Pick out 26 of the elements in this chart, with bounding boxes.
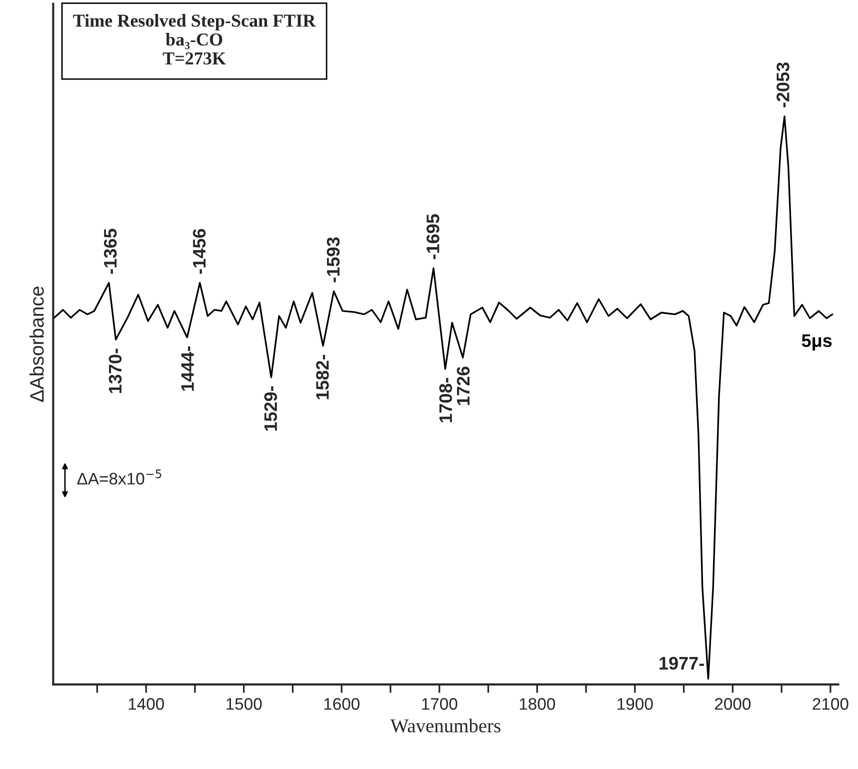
annotation: 1582-	[316, 354, 329, 400]
annotation: -2053	[776, 62, 790, 108]
annotation: -1456	[192, 228, 206, 274]
x-tick-label: 2100	[812, 698, 848, 710]
x-tick-label: 1400	[128, 698, 164, 710]
series-label: 5μs	[802, 334, 832, 351]
x-tick-label: 1900	[618, 698, 653, 710]
x-axis-title: Wavenumbers	[390, 718, 500, 732]
annotation: 1370-	[108, 348, 122, 393]
annotation: 1708-	[439, 378, 452, 422]
annotation: 1726	[456, 366, 470, 405]
annotation: 1529-	[264, 386, 278, 431]
annotation: -1593	[326, 237, 340, 282]
x-tick-label: 1800	[520, 698, 556, 710]
x-tick-label: 2000	[714, 698, 751, 710]
annotation: 1444-	[181, 346, 194, 391]
chart-subtitle: ba₃-CO T=273K	[162, 32, 226, 65]
annotation: -1695	[426, 214, 440, 260]
chart-title: Time Resolved Step-Scan FTIR	[73, 14, 316, 30]
x-tick-label: 1600	[324, 698, 360, 710]
x-tick-label: 1700	[422, 698, 458, 710]
annotation: ΔA=8x10$^{−5}$	[77, 470, 162, 485]
annotation: 1977-	[660, 656, 704, 670]
x-tick-label: 1500	[226, 698, 262, 710]
annotation: -1365	[104, 228, 117, 274]
y-axis-title: ΔAbsorbance	[30, 286, 44, 402]
